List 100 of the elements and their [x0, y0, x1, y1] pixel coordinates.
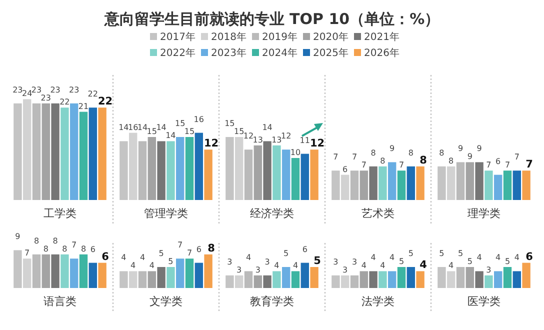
bar — [397, 170, 406, 200]
bar — [475, 271, 484, 288]
bar — [512, 271, 521, 288]
data-label: 10 — [290, 148, 301, 157]
bar — [32, 103, 41, 200]
legend-label: 2019年 — [262, 31, 298, 43]
bar — [503, 170, 512, 200]
bar — [350, 275, 359, 288]
data-label: 7 — [486, 160, 492, 170]
bar — [522, 262, 530, 288]
data-label: 22 — [88, 90, 98, 99]
data-label: 22 — [98, 96, 113, 108]
x-tick-label: 管理学类 — [144, 207, 188, 220]
data-label: 5 — [398, 257, 404, 266]
data-label: 8 — [43, 244, 48, 254]
data-label: 4 — [496, 253, 501, 262]
bar — [166, 267, 175, 288]
bar — [332, 170, 340, 200]
x-tick-label: 语言类 — [44, 295, 76, 308]
bar — [466, 162, 474, 200]
data-label: 4 — [390, 253, 395, 262]
data-label: 3 — [342, 265, 348, 274]
bar — [388, 271, 396, 288]
bar — [484, 170, 493, 200]
bar — [51, 103, 60, 200]
bar — [310, 150, 318, 200]
data-label: 9 — [467, 152, 472, 162]
bar — [194, 262, 203, 288]
bar — [494, 174, 502, 200]
x-tick-label: 法学类 — [362, 295, 394, 308]
data-label: 15 — [224, 119, 235, 128]
data-label: 8 — [370, 148, 376, 158]
data-label: 12 — [310, 138, 325, 150]
data-label: 15 — [184, 127, 195, 136]
bar — [291, 158, 300, 200]
data-label: 5 — [408, 249, 414, 258]
data-label: 4 — [149, 261, 154, 270]
bar — [332, 275, 340, 288]
bar — [70, 103, 78, 200]
bar — [14, 103, 22, 200]
data-label: 3 — [227, 257, 232, 266]
bar — [512, 170, 521, 200]
data-label: 3 — [236, 265, 242, 274]
data-label: 14 — [262, 123, 272, 132]
bar — [272, 271, 281, 288]
data-label: 8 — [34, 236, 40, 246]
data-label: 13 — [252, 135, 263, 144]
data-label: 8 — [448, 156, 454, 166]
data-label: 3 — [255, 265, 260, 274]
data-label: 7 — [333, 152, 338, 162]
bar — [300, 262, 309, 288]
data-label: 9 — [476, 144, 482, 154]
x-tick-label: 教育学类 — [250, 295, 294, 308]
data-label: 5 — [314, 255, 321, 267]
bar — [226, 275, 234, 288]
data-label: 7 — [514, 152, 520, 162]
bar — [70, 258, 78, 288]
bar — [244, 271, 253, 288]
bar — [388, 162, 396, 200]
bar — [88, 262, 97, 288]
data-label: 23 — [40, 93, 51, 102]
bar — [447, 271, 456, 288]
bar — [148, 271, 156, 288]
data-label: 7 — [178, 240, 183, 250]
legend-label: 2018年 — [211, 31, 246, 43]
bar — [42, 103, 50, 200]
bar — [235, 137, 244, 200]
data-label: 4 — [380, 261, 386, 270]
bar — [244, 150, 253, 200]
bar — [98, 262, 106, 288]
data-label: 12 — [281, 132, 292, 141]
bar — [79, 112, 88, 200]
data-label: 8 — [408, 148, 414, 158]
bar — [176, 137, 184, 200]
bar — [263, 275, 272, 288]
bar — [341, 275, 350, 288]
bar — [438, 166, 446, 200]
data-label: 7 — [526, 158, 533, 171]
data-label: 15 — [175, 119, 186, 128]
data-label: 7 — [504, 160, 510, 170]
data-label: 9 — [458, 144, 464, 154]
data-label: 14 — [118, 123, 129, 132]
data-label: 23 — [69, 85, 80, 94]
bar — [416, 271, 424, 288]
data-label: 8 — [80, 244, 86, 254]
bar — [291, 271, 300, 288]
legend-label: 2024年 — [262, 47, 298, 59]
data-label: 4 — [514, 253, 520, 262]
bar — [23, 99, 32, 200]
data-label: 8 — [439, 148, 444, 158]
bar — [282, 267, 290, 288]
bar — [397, 267, 406, 288]
data-label: 8 — [380, 156, 386, 166]
bar — [522, 170, 530, 200]
bar — [166, 141, 175, 200]
data-label: 4 — [420, 259, 427, 272]
data-label: 9 — [15, 232, 20, 242]
bar — [378, 271, 387, 288]
data-label: 5 — [158, 249, 164, 258]
data-label: 3 — [333, 257, 338, 266]
